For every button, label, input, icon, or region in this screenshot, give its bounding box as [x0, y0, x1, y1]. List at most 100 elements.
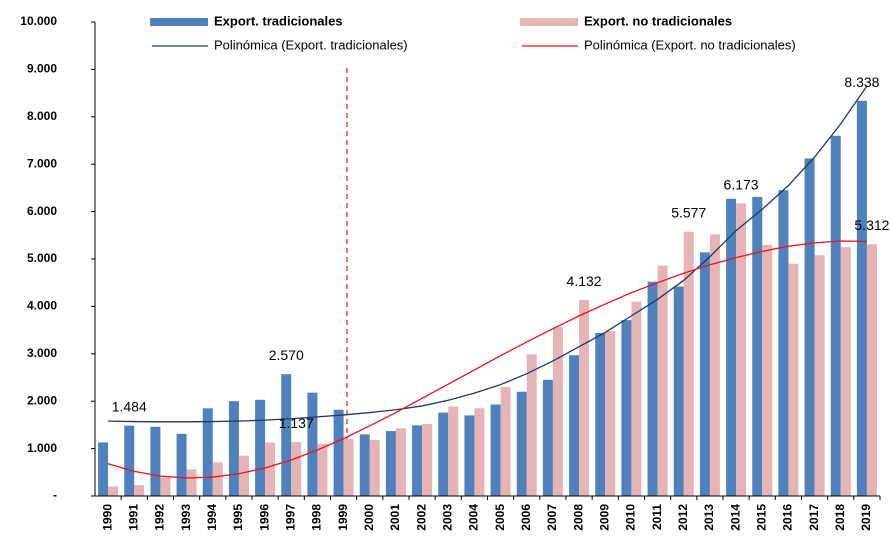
bar	[621, 320, 632, 496]
bar	[595, 332, 606, 496]
legend-swatch	[520, 18, 578, 26]
bar	[422, 423, 433, 496]
x-tick-label: 1993	[179, 504, 193, 531]
bar	[395, 428, 406, 496]
bar	[160, 477, 171, 496]
bar	[134, 485, 145, 496]
x-tick-label: 2016	[781, 504, 795, 531]
y-tick-label: 10.000	[20, 14, 57, 28]
bar	[464, 415, 475, 496]
x-tick-label: 1994	[205, 504, 219, 531]
y-tick-label: 1.000	[27, 441, 57, 455]
y-tick-label: 3.000	[27, 346, 57, 360]
data-label: 4.132	[567, 273, 602, 289]
legend-label: Polinómica (Export. tradicionales)	[214, 37, 408, 52]
bar	[265, 442, 276, 496]
y-tick-label: 7.000	[27, 156, 57, 170]
bar	[752, 196, 763, 496]
x-tick-label: 2013	[702, 504, 716, 531]
y-tick-label: 6.000	[27, 204, 57, 218]
bar	[255, 399, 266, 496]
bar	[569, 355, 580, 496]
bar	[369, 440, 380, 496]
bar	[683, 231, 694, 496]
data-label: 1.484	[112, 399, 147, 415]
bar	[788, 263, 799, 496]
bar	[150, 426, 161, 496]
bar	[866, 244, 877, 496]
x-tick-label: 2005	[493, 504, 507, 531]
bar	[726, 198, 737, 496]
bar	[804, 158, 815, 496]
bar	[856, 100, 867, 496]
bar	[281, 374, 292, 496]
data-label: 8.338	[844, 74, 879, 90]
y-tick-label: 4.000	[27, 299, 57, 313]
x-tick-label: 2002	[414, 504, 428, 531]
bar	[673, 286, 684, 496]
bar	[709, 234, 720, 497]
bar	[814, 255, 825, 496]
x-tick-label: 2000	[362, 504, 376, 531]
bar	[333, 409, 344, 496]
y-tick-label: 2.000	[27, 393, 57, 407]
x-tick-label: 1995	[231, 504, 245, 531]
x-tick-label: 2009	[597, 504, 611, 531]
bar	[186, 469, 197, 496]
x-tick-label: 2018	[833, 504, 847, 531]
bar	[631, 301, 642, 496]
x-tick-label: 1991	[126, 504, 140, 531]
bar	[228, 401, 239, 496]
x-tick-label: 2007	[545, 504, 559, 531]
x-tick-label: 2010	[624, 504, 638, 531]
bar	[490, 404, 501, 496]
x-tick-label: 2008	[571, 504, 585, 531]
bar	[500, 386, 511, 496]
bar	[176, 433, 187, 496]
data-label: 6.173	[724, 176, 759, 192]
trend-line	[108, 85, 868, 423]
bar	[762, 244, 773, 496]
legend-label: Polinómica (Export. no tradicionales)	[584, 37, 796, 52]
bar	[202, 408, 213, 496]
bar	[474, 408, 485, 496]
bar	[830, 135, 841, 496]
bar	[542, 379, 553, 496]
y-tick-label: 8.000	[27, 109, 57, 123]
x-tick-label: 2006	[519, 504, 533, 531]
bar	[385, 431, 396, 496]
y-tick-label: 5.000	[27, 251, 57, 265]
x-tick-label: 1997	[283, 504, 297, 531]
legend-label: Export. tradicionales	[214, 13, 343, 28]
bar	[291, 442, 302, 496]
bar	[307, 392, 318, 496]
bar	[552, 327, 563, 496]
bar	[124, 425, 135, 496]
x-tick-label: 2017	[807, 504, 821, 531]
bar	[840, 247, 851, 496]
bar	[647, 281, 658, 496]
x-tick-label: 1999	[336, 504, 350, 531]
legend-swatch	[150, 18, 208, 26]
bar	[412, 425, 423, 496]
y-tick-label: 9.000	[27, 62, 57, 76]
x-tick-label: 1998	[310, 504, 324, 531]
bar	[438, 412, 449, 496]
bar	[579, 300, 590, 496]
bar	[98, 442, 109, 496]
bar	[343, 439, 354, 496]
bar	[657, 265, 668, 496]
x-tick-label: 2014	[728, 504, 742, 531]
data-label: 5.312	[854, 217, 889, 233]
x-tick-label: 2004	[467, 504, 481, 531]
x-tick-label: 2001	[388, 504, 402, 531]
bar	[605, 331, 616, 496]
bar	[448, 406, 459, 496]
bar	[699, 252, 710, 496]
bar	[212, 462, 223, 496]
x-tick-label: 2019	[859, 504, 873, 531]
bar	[736, 203, 747, 497]
x-tick-label: 2012	[676, 504, 690, 531]
data-label: 2.570	[269, 347, 304, 363]
x-tick-label: 2015	[754, 504, 768, 531]
